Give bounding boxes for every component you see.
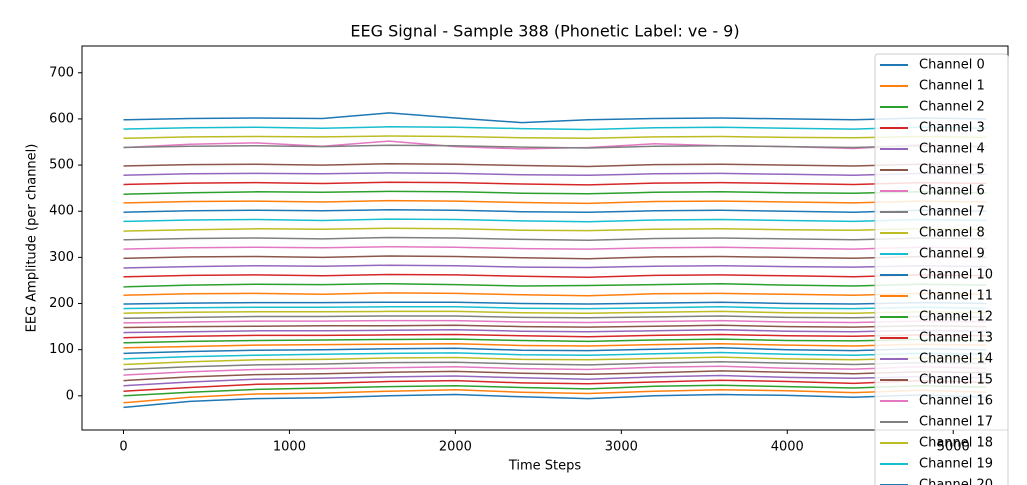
x-tick-label: 1000 — [273, 440, 306, 455]
y-tick-label: 600 — [49, 111, 74, 126]
legend-label: Channel 0 — [919, 58, 985, 73]
channel-line — [123, 379, 987, 392]
legend-label: Channel 12 — [919, 310, 993, 325]
channel-line — [123, 144, 987, 149]
channel-line — [123, 301, 987, 305]
legend-label: Channel 10 — [919, 268, 993, 283]
channel-line — [123, 292, 987, 297]
channel-line — [123, 218, 987, 223]
legend-label: Channel 13 — [919, 331, 993, 346]
channel-line — [123, 315, 987, 320]
legend: Channel 0 Channel 1 Channel 2 Channel 3 Chan… — [874, 53, 1009, 485]
x-axis-label: Time Steps — [508, 459, 582, 474]
channel-line — [123, 172, 987, 176]
channel-line — [123, 365, 987, 376]
channel-line — [123, 306, 987, 310]
channel-line — [123, 282, 987, 288]
y-axis-label: EEG Amplitude (per channel) — [25, 144, 40, 333]
channel-line — [123, 162, 987, 168]
channel-line — [123, 338, 987, 344]
channel-line — [123, 342, 987, 349]
legend-label: Channel 9 — [919, 247, 985, 262]
channel-line — [123, 370, 987, 382]
channel-line — [123, 273, 987, 278]
legend-label: Channel 6 — [919, 184, 985, 199]
legend-label: Channel 15 — [919, 373, 993, 388]
y-tick-label: 300 — [49, 250, 74, 265]
legend-label: Channel 8 — [919, 226, 985, 241]
channel-line — [123, 384, 987, 397]
legend-label: Channel 17 — [919, 415, 993, 430]
legend-label: Channel 16 — [919, 394, 993, 409]
channel-line — [123, 227, 987, 232]
channel-line — [123, 199, 987, 205]
x-tick-label: 2000 — [439, 440, 472, 455]
channel-line — [123, 135, 987, 140]
channel-line — [123, 255, 987, 260]
y-tick-label: 700 — [49, 65, 74, 80]
channel-line — [123, 393, 987, 409]
channel-line — [123, 181, 987, 186]
legend-label: Channel 3 — [919, 121, 985, 136]
channel-line — [123, 389, 987, 404]
legend-box — [874, 53, 1009, 485]
channel-line — [123, 264, 987, 269]
channel-line — [123, 209, 987, 213]
x-tick-label: 3000 — [605, 440, 638, 455]
legend-label: Channel 5 — [919, 163, 985, 178]
legend-label: Channel 7 — [919, 205, 985, 220]
x-tick-label: 5000 — [937, 440, 970, 455]
y-tick-label: 200 — [49, 296, 74, 311]
channel-line — [123, 310, 987, 314]
channel-line — [123, 329, 987, 334]
legend-label: Channel 4 — [919, 142, 985, 157]
legend-label: Channel 1 — [919, 79, 985, 94]
channel-line — [123, 374, 987, 387]
y-tick-label: 0 — [66, 388, 74, 403]
channel-line — [123, 190, 987, 195]
legend-label: Channel 14 — [919, 352, 993, 367]
channel-line — [123, 333, 987, 339]
channel-line — [123, 319, 987, 324]
channel-line — [123, 347, 987, 355]
channel-line — [123, 351, 987, 360]
legend-label: Channel 2 — [919, 100, 985, 115]
legend-label: Channel 18 — [919, 436, 993, 451]
channel-line — [123, 236, 987, 242]
legend-label: Channel 11 — [919, 289, 993, 304]
plot-lines — [123, 112, 987, 409]
channel-line — [123, 126, 987, 131]
y-tick-label: 400 — [49, 204, 74, 219]
legend-label: Channel 19 — [919, 457, 993, 472]
legend-label: Channel 20 — [919, 478, 993, 485]
channel-line — [123, 360, 987, 371]
channel-line — [123, 112, 987, 124]
y-tick-label: 100 — [49, 342, 74, 357]
x-tick-label: 4000 — [771, 440, 804, 455]
x-tick-label: 0 — [119, 440, 127, 455]
chart-title: EEG Signal - Sample 388 (Phonetic Label:… — [350, 22, 739, 41]
channel-line — [123, 246, 987, 250]
y-tick-label: 500 — [49, 158, 74, 173]
channel-line — [123, 356, 987, 366]
channel-line — [123, 324, 987, 329]
